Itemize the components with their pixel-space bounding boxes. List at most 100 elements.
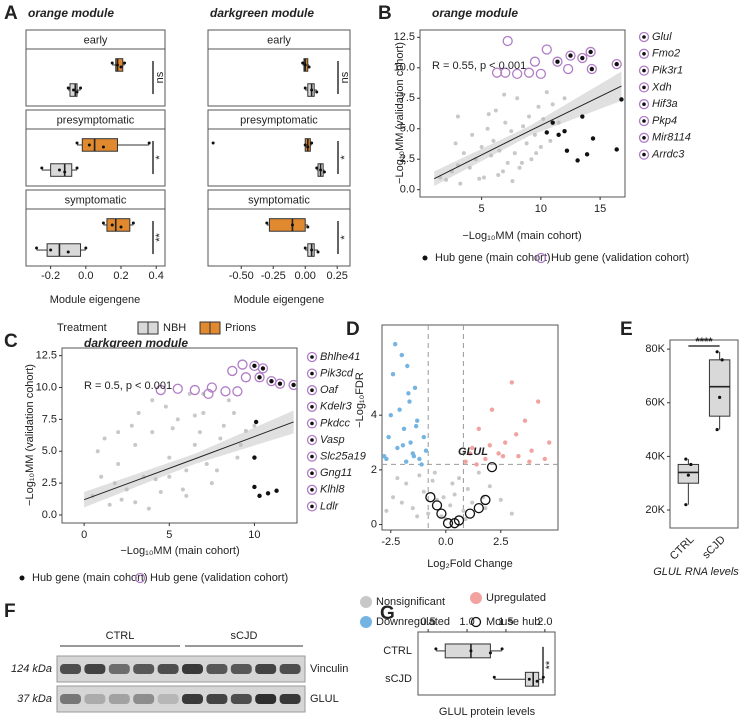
blot-band xyxy=(60,664,81,674)
point xyxy=(532,132,537,137)
box xyxy=(444,643,491,659)
point xyxy=(147,141,151,145)
gene-icon xyxy=(638,149,650,160)
gene-label: Slc25a19 xyxy=(320,451,366,463)
point xyxy=(575,158,580,163)
ring-point xyxy=(172,383,183,394)
gene-icon-dot xyxy=(310,454,314,459)
blot-band xyxy=(133,694,155,704)
x-tick-label: 1.5 xyxy=(498,616,513,628)
significance-label: * xyxy=(154,155,166,160)
x-tick-label: -0.25 xyxy=(261,270,286,282)
panel-letter: C xyxy=(4,331,18,352)
point xyxy=(463,517,468,522)
point xyxy=(306,225,310,229)
point xyxy=(393,341,398,347)
legend-label: Upregulated xyxy=(486,592,546,604)
gene-icon xyxy=(306,434,318,446)
ring-point xyxy=(254,372,265,383)
point xyxy=(306,145,310,149)
blot-band xyxy=(84,664,106,674)
point xyxy=(386,434,391,440)
point xyxy=(265,491,271,496)
category-label: CTRL xyxy=(668,534,697,563)
point xyxy=(485,126,490,131)
point xyxy=(146,506,151,511)
legend-marker xyxy=(134,572,146,584)
point xyxy=(556,120,561,125)
ring-point xyxy=(500,67,511,78)
point xyxy=(497,148,502,153)
category-label: CTRL xyxy=(383,645,412,657)
legend-marker xyxy=(360,616,372,628)
point xyxy=(123,61,127,65)
gene-label: Fmo2 xyxy=(652,48,680,60)
point xyxy=(479,145,484,150)
gene-icon-dot xyxy=(310,488,314,492)
point xyxy=(562,96,567,101)
point xyxy=(401,426,407,432)
point xyxy=(116,430,121,435)
point xyxy=(544,130,549,135)
point xyxy=(521,124,526,129)
significance-label: ** xyxy=(154,233,166,242)
ring-point xyxy=(486,461,498,473)
point xyxy=(589,66,595,72)
point xyxy=(509,511,514,516)
x-tick-label: 10 xyxy=(248,529,260,541)
point xyxy=(101,145,105,149)
point xyxy=(467,451,473,456)
ring-point xyxy=(436,508,447,519)
chart-title: darkgreen module xyxy=(84,336,188,350)
point xyxy=(426,511,431,516)
gene-icon-dot xyxy=(642,35,646,39)
x-tick-label: 1.0 xyxy=(459,616,474,628)
point xyxy=(467,165,472,170)
panel-letter: D xyxy=(346,319,360,340)
point xyxy=(715,350,719,354)
ring-point xyxy=(535,68,547,80)
point xyxy=(63,170,67,174)
point xyxy=(588,49,593,55)
point xyxy=(423,448,429,453)
gene-icon-dot xyxy=(310,438,314,442)
ring-point xyxy=(473,502,484,514)
ring-point xyxy=(562,63,574,75)
point xyxy=(517,165,522,170)
point xyxy=(131,221,135,225)
gene-icon xyxy=(306,418,318,429)
gene-icon-dot xyxy=(642,68,646,73)
point xyxy=(201,411,206,416)
box xyxy=(268,218,306,232)
gene-label: Arrdc3 xyxy=(651,149,685,161)
point xyxy=(405,363,410,369)
point xyxy=(66,86,70,90)
blot-band xyxy=(108,694,130,704)
point xyxy=(110,61,114,65)
point xyxy=(619,97,624,102)
point xyxy=(99,474,104,479)
point xyxy=(483,506,488,511)
point xyxy=(415,514,420,519)
gene-icon-dot xyxy=(310,504,314,509)
point xyxy=(461,151,466,156)
ring-point xyxy=(512,68,523,80)
gene-icon-dot xyxy=(310,371,314,376)
point xyxy=(192,442,197,447)
point xyxy=(303,246,307,250)
point xyxy=(252,484,257,490)
blot-band xyxy=(206,694,228,704)
point xyxy=(496,451,501,456)
gene-icon xyxy=(638,82,650,93)
ring-point xyxy=(288,379,297,391)
point xyxy=(35,246,39,250)
point xyxy=(544,90,549,95)
ring-point xyxy=(257,363,269,374)
point xyxy=(502,92,507,97)
ring-point xyxy=(480,494,491,506)
point xyxy=(548,138,553,143)
chart-title: orange module xyxy=(432,6,518,20)
blot-band xyxy=(182,664,203,674)
point xyxy=(496,173,501,178)
point xyxy=(115,63,119,67)
